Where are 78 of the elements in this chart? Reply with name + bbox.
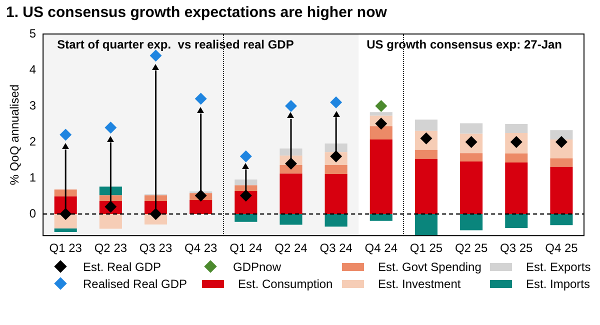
annotation: Start of quarter exp. vs realised real GDP: [57, 37, 294, 52]
bar: [370, 214, 392, 221]
bar: [54, 190, 77, 196]
x-tick-label: Q2 23: [94, 241, 128, 256]
x-tick-label: Q1 23: [49, 241, 82, 256]
point: [194, 92, 207, 105]
point: [285, 158, 297, 170]
y-tick-label: 3: [29, 98, 36, 112]
point: [104, 122, 117, 134]
bar: [324, 165, 348, 174]
x-tick-label: Q3 23: [139, 241, 172, 256]
point: [194, 190, 207, 202]
bar: [505, 162, 528, 214]
x-tick-label: Q2 24: [274, 241, 308, 256]
bar: [460, 153, 483, 162]
x-tick-label: Q3 24: [320, 241, 353, 256]
y-axis-title: % QoQ annualised: [8, 84, 22, 186]
x-tick-label: Q4 24: [364, 241, 398, 256]
bar: [234, 185, 258, 191]
y-tick-label: 0: [29, 206, 36, 220]
x-tick-label: Q1 25: [410, 241, 443, 256]
bar: [99, 214, 122, 229]
bar: [324, 214, 348, 227]
bar: [280, 174, 302, 214]
legend-label: Est. Imports: [526, 276, 590, 290]
bar: [190, 200, 212, 214]
bar: [324, 143, 348, 152]
y-tick-label: 4: [29, 62, 36, 76]
x-tick-label: Q4 25: [545, 241, 578, 256]
point: [330, 96, 342, 108]
bar: [550, 158, 573, 167]
y-tick-label: 1: [29, 170, 36, 184]
point: [285, 100, 297, 112]
legend-label: Est. Real GDP: [83, 260, 162, 274]
bar: [505, 214, 528, 228]
bar: [370, 112, 392, 116]
y-tick-label: 2: [29, 134, 36, 148]
point: [60, 128, 72, 141]
point: [555, 136, 568, 148]
x-tick-label: Q2 25: [454, 241, 488, 256]
bar: [460, 123, 483, 134]
bar: [505, 154, 528, 163]
bar: [460, 214, 483, 230]
point: [375, 100, 388, 112]
point: [375, 118, 388, 130]
bar: [414, 120, 438, 131]
bar: [324, 174, 348, 214]
bar: [280, 148, 302, 156]
bar: [505, 124, 528, 133]
bar: [234, 214, 258, 222]
bar: [414, 214, 438, 236]
bar: [414, 150, 438, 159]
point: [150, 208, 162, 220]
bar: [99, 186, 122, 196]
bar: [550, 214, 573, 226]
bar: [54, 228, 77, 232]
legend-label: Est. Govt Spending: [378, 260, 482, 274]
chart-title: 1. US consensus growth expectations are higher now: [6, 4, 387, 21]
y-tick-label: 5: [29, 26, 36, 40]
annotation: US growth consensus exp: 27-Jan: [366, 37, 562, 52]
legend-label: Realised Real GDP: [83, 276, 188, 290]
bar: [550, 130, 573, 140]
bar: [550, 166, 573, 214]
legend-label: Est. Investment: [378, 276, 461, 290]
bar: [414, 158, 438, 214]
bar: [460, 161, 483, 214]
bar: [370, 139, 392, 214]
bar: [280, 214, 302, 225]
legend-label: GDPnow: [233, 260, 282, 274]
x-tick-label: Q4 23: [184, 241, 218, 256]
x-tick-label: Q3 25: [500, 241, 534, 256]
legend-label: Est. Consumption: [238, 276, 333, 290]
legend-label: Est. Exports: [526, 260, 591, 274]
point: [60, 208, 72, 220]
point: [240, 190, 252, 202]
bar: [370, 126, 392, 140]
point: [240, 150, 252, 162]
x-tick-label: Q1 24: [230, 241, 263, 256]
